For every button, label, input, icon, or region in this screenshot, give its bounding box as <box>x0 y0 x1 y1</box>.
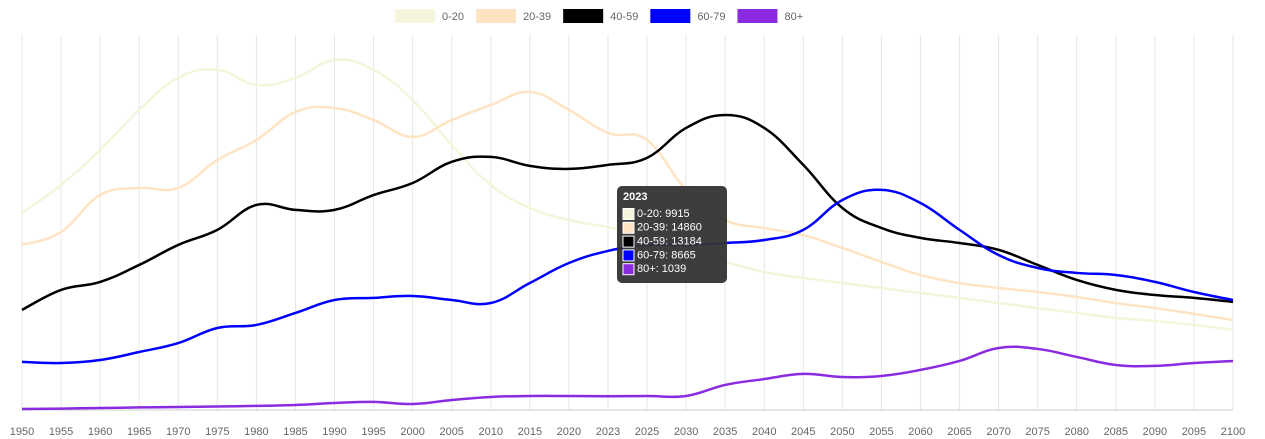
legend-label: 20-39 <box>523 11 551 23</box>
legend-label: 40-59 <box>610 11 638 23</box>
legend-swatch <box>395 9 435 23</box>
x-tick-label: 1965 <box>127 426 151 438</box>
x-tick-label: 2010 <box>479 426 503 438</box>
series-line <box>21 90 1234 322</box>
x-tick-label: 2045 <box>791 426 815 438</box>
x-tick-label: 2075 <box>1025 426 1049 438</box>
tooltip-item: 80+: 1039 <box>637 263 686 275</box>
x-tick-label: 1960 <box>88 426 112 438</box>
legend-swatch <box>650 9 691 23</box>
tooltip-swatch <box>622 221 635 234</box>
x-tick-label: 2040 <box>752 426 776 438</box>
series-line <box>21 345 1234 411</box>
x-tick-label: 2023 <box>596 426 620 438</box>
legend-swatch <box>563 9 604 23</box>
legend-swatch <box>737 9 778 23</box>
tooltip-box <box>617 186 727 283</box>
x-tick-label: 2020 <box>557 426 581 438</box>
x-tick-label: 2065 <box>947 426 971 438</box>
x-tick-label: 1980 <box>244 426 268 438</box>
x-tick-label: 1995 <box>361 426 385 438</box>
x-tick-label: 1970 <box>166 426 190 438</box>
x-tick-label: 2050 <box>830 426 854 438</box>
x-tick-label: 2100 <box>1221 426 1245 438</box>
tooltip: 2023 0-20: 9915 20-39: 14860 40-59: 1318460… <box>617 186 727 283</box>
tooltip-swatch <box>622 263 635 276</box>
x-tick-label: 1955 <box>49 426 73 438</box>
x-tick-label: 2055 <box>869 426 893 438</box>
legend-label: 80+ <box>784 11 803 23</box>
x-tick-label: 2030 <box>674 426 698 438</box>
x-tick-label: 2025 <box>635 426 659 438</box>
x-tick-label: 2060 <box>908 426 932 438</box>
legend: 0-20 20-39 40-59 60-79 80+ <box>395 9 803 23</box>
x-tick-label: 2035 <box>713 426 737 438</box>
x-tick-label: 1990 <box>322 426 346 438</box>
x-tick-label: 2095 <box>1182 426 1206 438</box>
tooltip-item: 60-79: 8665 <box>637 249 696 261</box>
x-tick-label: 2085 <box>1104 426 1128 438</box>
legend-swatch <box>476 9 517 23</box>
tooltip-title: 2023 <box>623 191 647 203</box>
x-tick-label: 2080 <box>1064 426 1088 438</box>
x-tick-label: 1985 <box>283 426 307 438</box>
x-tick-label: 1950 <box>10 426 34 438</box>
tooltip-item: 40-59: 13184 <box>637 236 702 248</box>
x-tick-label: 2005 <box>439 426 463 438</box>
tooltip-swatch <box>622 235 635 248</box>
series-line <box>21 113 1234 312</box>
x-tick-label: 2070 <box>986 426 1010 438</box>
x-tick-label: 2000 <box>400 426 424 438</box>
legend-label: 60-79 <box>697 11 725 23</box>
tooltip-item: 20-39: 14860 <box>637 222 702 234</box>
tooltip-swatch <box>622 249 635 262</box>
x-tick-label: 1975 <box>205 426 229 438</box>
x-tick-label: 2090 <box>1143 426 1167 438</box>
x-tick-label: 2015 <box>518 426 542 438</box>
legend-label: 0-20 <box>442 11 464 23</box>
tooltip-item: 0-20: 9915 <box>637 208 690 220</box>
tooltip-swatch <box>622 208 635 220</box>
